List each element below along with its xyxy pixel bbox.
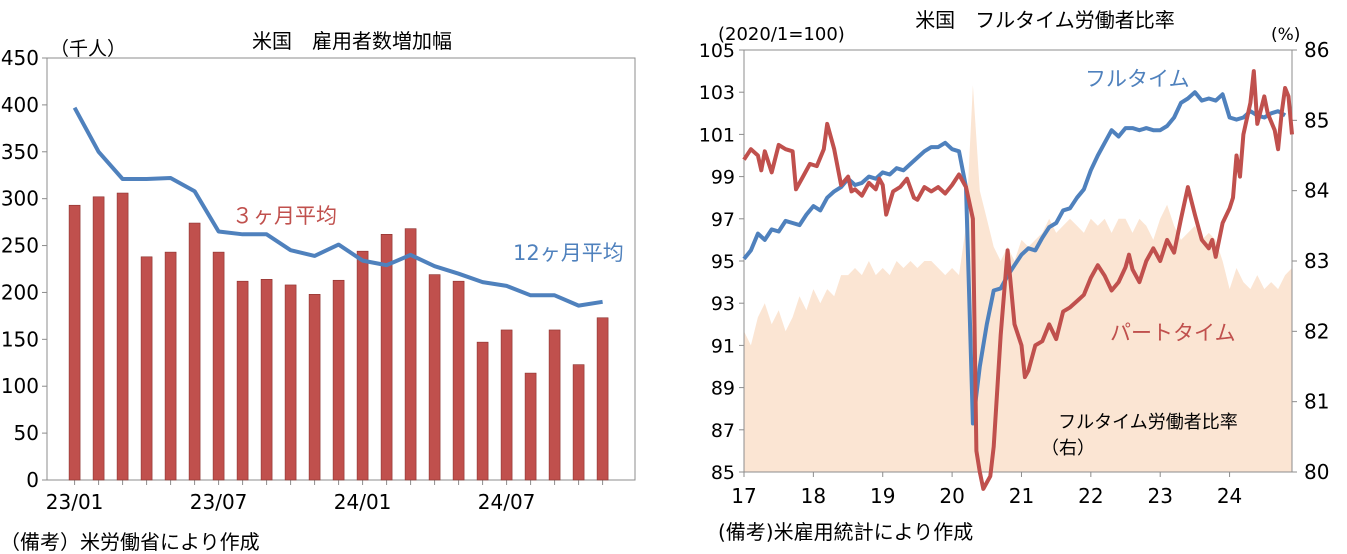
series-label-fulltime: フルタイム [1085, 67, 1190, 91]
bar [524, 372, 537, 481]
bar [548, 329, 561, 481]
bar [404, 228, 417, 481]
chart-employment: 米国 雇用者数増加幅 （千人） 0 50 100 150 200 250 300 350 400… [0, 29, 636, 554]
y-tick-label: 87 [711, 420, 735, 442]
y-tick-label: 50 [14, 421, 39, 445]
unit-label-left-axis: (2020/1=100) [718, 24, 845, 45]
note-left: （備考）米労働省により作成 [0, 530, 260, 554]
y-tick-label-right: 86 [1304, 38, 1329, 62]
bar [236, 280, 249, 481]
bar [452, 280, 465, 481]
bar [116, 192, 129, 481]
chart-title-right: 米国 フルタイム労働者比率 [915, 8, 1175, 32]
series-line-12m [72, 106, 603, 308]
x-tick-label: 24/07 [478, 490, 536, 514]
y-tick-label: 99 [711, 167, 735, 189]
y-tick-label: 450 [1, 46, 39, 70]
unit-label-left: （千人） [50, 38, 126, 60]
y-tick-label: 0 [26, 468, 39, 492]
bar [188, 222, 201, 481]
y-tick-label: 93 [711, 293, 735, 315]
area-series [744, 85, 1292, 472]
series-label-parttime: パートタイム [1110, 321, 1236, 345]
y-axis-right: 80 81 82 83 84 85 86 [1292, 38, 1329, 484]
bar [356, 250, 369, 481]
series-line-fulltime [742, 90, 1287, 426]
bar [164, 251, 177, 481]
y-tick-label-right: 83 [1304, 249, 1329, 273]
y-axis-left-right-chart: 85 87 89 91 93 95 97 99 101 103 105 [699, 40, 744, 484]
y-tick-label: 97 [711, 209, 735, 231]
y-tick-label-right: 80 [1304, 460, 1329, 484]
x-tick-label: 23 [1147, 484, 1172, 508]
bar [260, 279, 273, 481]
y-tick-label-right: 82 [1304, 319, 1329, 343]
bar [500, 329, 513, 481]
series-label-12m: 12ヶ月平均 [513, 241, 624, 265]
y-tick-label: 100 [1, 374, 39, 398]
note-right: (備考)米雇用統計により作成 [718, 520, 973, 544]
y-axis-left: 0 50 100 150 200 250 300 350 400 450 [1, 46, 47, 492]
series-area-ratio [744, 85, 1292, 472]
x-tick-label: 20 [939, 484, 964, 508]
x-tick-label: 23/01 [46, 490, 104, 514]
bar [92, 196, 105, 481]
y-tick-label: 150 [1, 327, 39, 351]
bar [308, 294, 321, 481]
bar [572, 364, 585, 481]
x-tick-label: 23/07 [190, 490, 248, 514]
x-tick-label: 19 [870, 484, 895, 508]
x-tick-label: 18 [801, 484, 826, 508]
bar [68, 204, 81, 481]
x-tick-label: 17 [731, 484, 756, 508]
bar [212, 251, 225, 481]
series-line-parttime [742, 69, 1294, 491]
y-tick-label: 89 [711, 378, 735, 400]
y-tick-label-right: 85 [1304, 108, 1329, 132]
x-axis-right: 17 18 19 20 21 22 23 24 [731, 472, 1242, 508]
bar [284, 284, 297, 481]
y-tick-label: 103 [699, 82, 735, 104]
bar [380, 234, 393, 481]
y-tick-label: 200 [1, 280, 39, 304]
y-tick-label-right: 84 [1304, 179, 1329, 203]
x-tick-label: 24/01 [334, 490, 392, 514]
bar [476, 341, 489, 481]
unit-label-right-axis: (%) [1271, 25, 1300, 45]
bar [596, 317, 609, 481]
x-axis-left: 23/01 23/07 24/01 24/07 [46, 480, 604, 514]
y-tick-label: 400 [1, 93, 39, 117]
y-tick-label-right: 81 [1304, 390, 1329, 414]
chart-fulltime-ratio: 米国 フルタイム労働者比率 (2020/1=100) (%) 85 87 89 91 9… [699, 8, 1330, 544]
chart-title-left: 米国 雇用者数増加幅 [252, 29, 452, 53]
y-tick-label: 105 [699, 40, 735, 62]
series-label-3m: ３ヶ月平均 [232, 204, 337, 228]
series-label-ratio: フルタイム労働者比率 （右） [1041, 412, 1238, 459]
bar [140, 256, 153, 481]
x-tick-label: 24 [1217, 484, 1242, 508]
y-tick-label: 300 [1, 187, 39, 211]
series-label-ratio-line: フルタイム労働者比率 [1058, 412, 1238, 433]
y-tick-label: 85 [711, 462, 735, 484]
y-tick-label: 250 [1, 234, 39, 258]
bar-series [68, 192, 609, 481]
y-tick-label: 101 [699, 124, 735, 146]
y-tick-label: 95 [711, 251, 735, 273]
bar [428, 274, 441, 481]
y-tick-label: 350 [1, 140, 39, 164]
line-series [72, 106, 603, 308]
x-tick-label: 22 [1078, 484, 1103, 508]
line-series-right [742, 69, 1294, 491]
series-label-ratio-line: （右） [1041, 438, 1095, 459]
x-tick-label: 21 [1009, 484, 1034, 508]
y-tick-label: 91 [711, 335, 735, 357]
bar [332, 279, 345, 481]
